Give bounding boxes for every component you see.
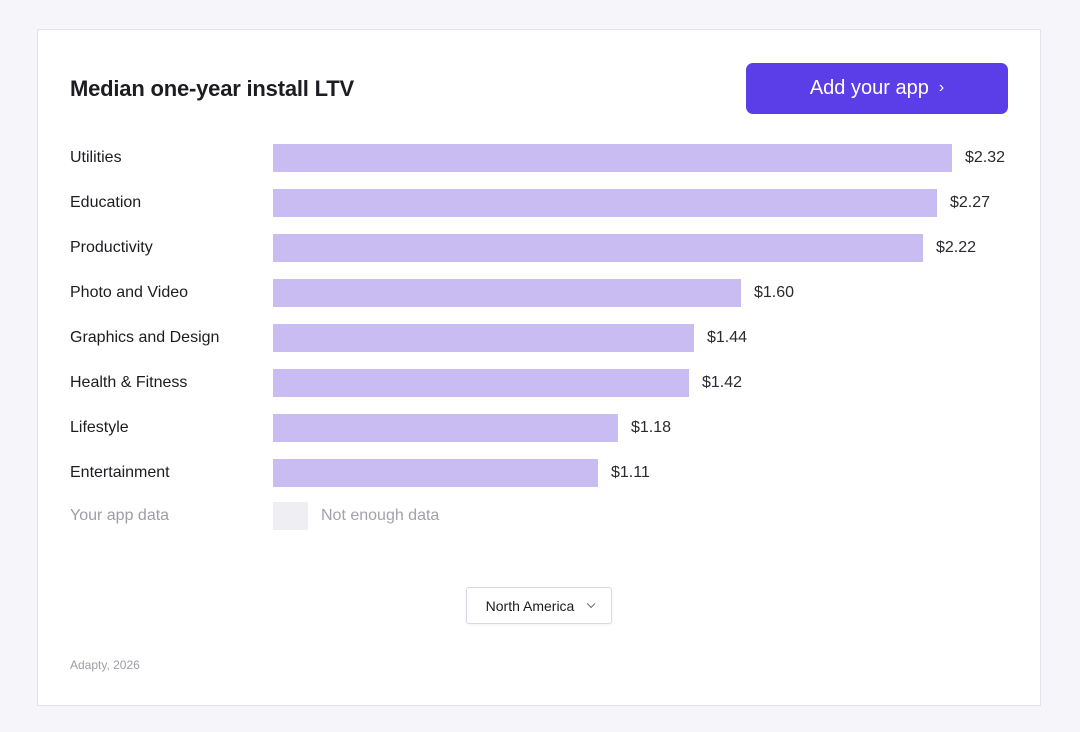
bar-value-label: $2.32 (965, 149, 1006, 166)
chart-title: Median one-year install LTV (70, 76, 354, 101)
region-selected-value: North America (485, 597, 575, 614)
category-label: Productivity (70, 239, 153, 256)
category-label: Utilities (70, 149, 122, 166)
not-enough-data-text: Not enough data (321, 507, 440, 524)
bar (273, 459, 598, 487)
category-label: Lifestyle (70, 419, 129, 436)
your-app-label: Your app data (70, 507, 170, 524)
add-your-app-button[interactable]: Add your app › (746, 63, 1008, 114)
add-your-app-label: Add your app (809, 77, 929, 99)
bar-value-label: $2.22 (936, 239, 977, 256)
bar (273, 189, 937, 217)
chevron-right-icon: › (938, 78, 945, 96)
bar (273, 369, 689, 397)
category-label: Health & Fitness (70, 374, 188, 391)
bar (273, 234, 923, 262)
chart-card: Median one-year install LTV Add your app… (37, 29, 1041, 706)
bar-chart: Utilities $2.32 Education $2.27 Productivity… (38, 30, 1040, 705)
source-caption: Adapty, 2026 (70, 658, 140, 672)
bar-value-label: $1.11 (611, 464, 650, 481)
category-label: Photo and Video (70, 284, 189, 301)
category-label: Education (70, 194, 142, 211)
bar-value-label: $2.27 (950, 194, 991, 211)
category-label: Graphics and Design (70, 329, 220, 346)
bar-value-label: $1.44 (707, 329, 748, 346)
your-app-bar-placeholder (273, 502, 308, 530)
bar-value-label: $1.60 (754, 284, 795, 301)
category-label: Entertainment (70, 464, 170, 481)
bar-value-label: $1.42 (702, 374, 743, 391)
bar (273, 324, 694, 352)
bar-value-label: $1.18 (631, 419, 672, 436)
bar (273, 279, 741, 307)
bar (273, 414, 618, 442)
region-dropdown[interactable]: North America (466, 587, 612, 624)
chevron-down-icon (587, 599, 596, 608)
bar (273, 144, 952, 172)
